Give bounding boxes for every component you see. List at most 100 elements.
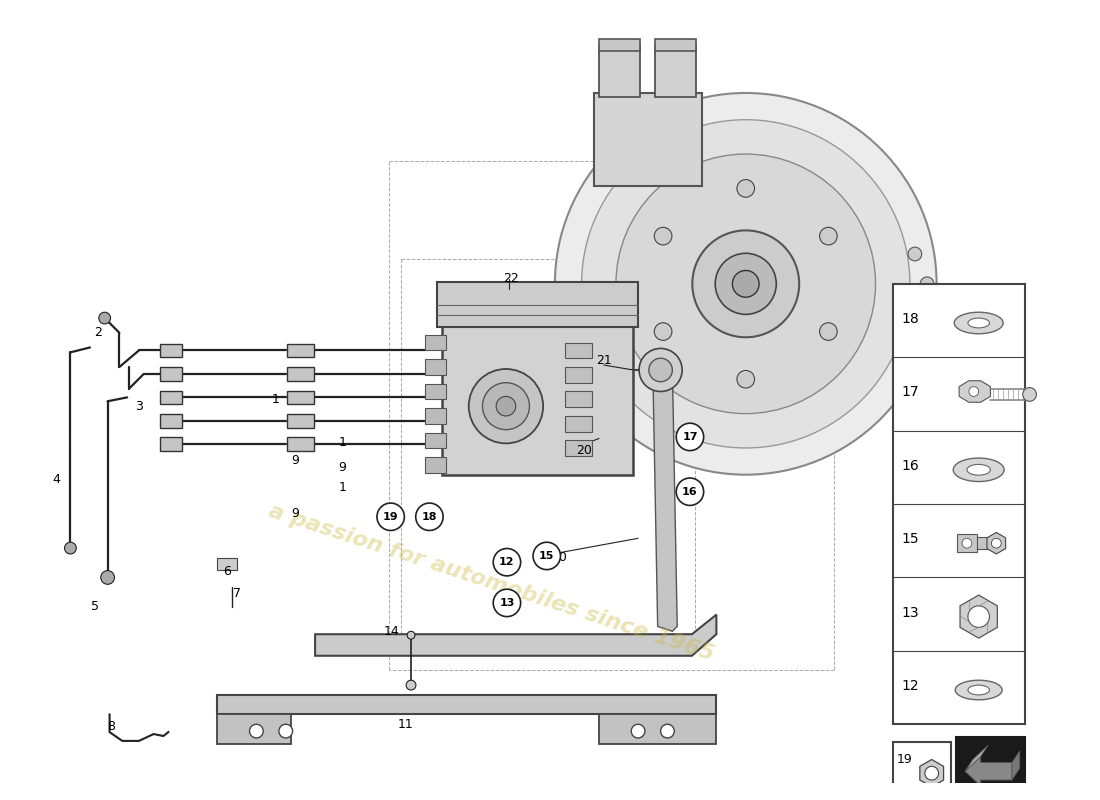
Ellipse shape: [954, 312, 1003, 334]
Circle shape: [416, 503, 443, 530]
FancyBboxPatch shape: [956, 737, 1025, 800]
Circle shape: [676, 423, 704, 450]
Text: 7: 7: [233, 586, 241, 600]
Polygon shape: [1012, 750, 1020, 780]
FancyBboxPatch shape: [598, 46, 640, 97]
Text: 12: 12: [499, 557, 515, 567]
FancyBboxPatch shape: [287, 367, 315, 381]
Text: 611 05: 611 05: [964, 789, 1018, 800]
Text: 13: 13: [901, 606, 918, 620]
Circle shape: [737, 370, 755, 388]
FancyBboxPatch shape: [892, 742, 952, 800]
FancyBboxPatch shape: [161, 390, 182, 404]
FancyBboxPatch shape: [442, 323, 634, 474]
FancyBboxPatch shape: [892, 284, 1025, 724]
Circle shape: [649, 358, 672, 382]
Circle shape: [496, 396, 516, 416]
Circle shape: [493, 589, 520, 617]
Circle shape: [534, 542, 561, 570]
Circle shape: [631, 724, 645, 738]
FancyBboxPatch shape: [654, 39, 696, 51]
Polygon shape: [960, 595, 998, 638]
Polygon shape: [987, 533, 1005, 554]
FancyBboxPatch shape: [564, 367, 592, 382]
Text: 5: 5: [91, 600, 99, 614]
Text: 17: 17: [682, 432, 697, 442]
Text: 1: 1: [272, 393, 279, 406]
Text: 16: 16: [901, 459, 920, 473]
Text: 19: 19: [383, 512, 398, 522]
FancyBboxPatch shape: [161, 438, 182, 451]
Circle shape: [101, 570, 114, 584]
FancyBboxPatch shape: [287, 390, 315, 404]
FancyBboxPatch shape: [594, 93, 702, 186]
FancyBboxPatch shape: [161, 414, 182, 428]
Circle shape: [969, 386, 979, 396]
Circle shape: [483, 382, 529, 430]
FancyBboxPatch shape: [287, 438, 315, 451]
Text: 10: 10: [552, 551, 568, 564]
Circle shape: [65, 542, 76, 554]
FancyBboxPatch shape: [287, 414, 315, 428]
Polygon shape: [652, 367, 678, 631]
Circle shape: [820, 227, 837, 245]
Text: 9: 9: [292, 454, 299, 466]
FancyBboxPatch shape: [564, 391, 592, 407]
Ellipse shape: [967, 465, 990, 475]
Circle shape: [377, 503, 405, 530]
Text: 18: 18: [901, 312, 920, 326]
Ellipse shape: [968, 318, 990, 328]
Polygon shape: [598, 714, 716, 744]
FancyBboxPatch shape: [287, 343, 315, 358]
Circle shape: [921, 277, 934, 290]
Polygon shape: [965, 745, 989, 771]
Circle shape: [616, 154, 876, 414]
Text: 2: 2: [94, 326, 102, 339]
Polygon shape: [217, 714, 290, 744]
Circle shape: [582, 120, 910, 448]
Circle shape: [1023, 387, 1036, 402]
Circle shape: [406, 680, 416, 690]
Circle shape: [737, 179, 755, 198]
Circle shape: [692, 230, 800, 338]
FancyBboxPatch shape: [564, 441, 592, 456]
Circle shape: [962, 538, 971, 548]
FancyBboxPatch shape: [977, 538, 1004, 549]
FancyBboxPatch shape: [425, 408, 447, 424]
Polygon shape: [217, 695, 716, 714]
Ellipse shape: [968, 685, 990, 695]
Text: 8: 8: [108, 720, 115, 733]
FancyBboxPatch shape: [425, 359, 447, 375]
FancyBboxPatch shape: [217, 558, 236, 570]
Circle shape: [968, 606, 990, 627]
FancyBboxPatch shape: [425, 433, 447, 448]
Circle shape: [715, 254, 777, 314]
Text: 15: 15: [539, 551, 554, 561]
Circle shape: [909, 247, 922, 261]
Text: 6: 6: [223, 565, 231, 578]
Polygon shape: [920, 759, 944, 787]
Circle shape: [654, 227, 672, 245]
Text: 14: 14: [384, 625, 399, 638]
Circle shape: [469, 369, 543, 443]
Text: 17: 17: [901, 386, 918, 399]
Text: 15: 15: [901, 532, 918, 546]
Circle shape: [639, 349, 682, 391]
FancyBboxPatch shape: [161, 367, 182, 381]
Polygon shape: [965, 757, 1012, 786]
Circle shape: [820, 322, 837, 340]
Text: 9: 9: [292, 507, 299, 520]
Circle shape: [554, 93, 936, 474]
Text: 3: 3: [135, 400, 143, 413]
FancyBboxPatch shape: [564, 416, 592, 432]
Text: 13: 13: [499, 598, 515, 608]
Circle shape: [733, 270, 759, 297]
Circle shape: [676, 478, 704, 506]
Circle shape: [279, 724, 293, 738]
Circle shape: [661, 724, 674, 738]
Polygon shape: [959, 381, 990, 402]
Text: 12: 12: [901, 679, 918, 693]
Text: a passion for automobiles since 1965: a passion for automobiles since 1965: [266, 501, 717, 664]
Circle shape: [250, 724, 263, 738]
Ellipse shape: [955, 680, 1002, 700]
